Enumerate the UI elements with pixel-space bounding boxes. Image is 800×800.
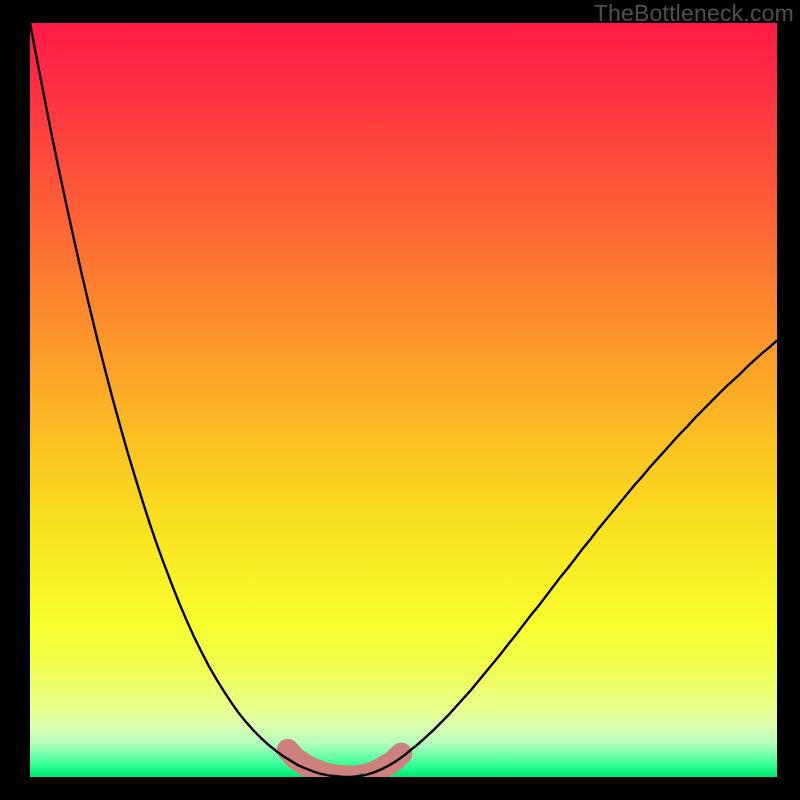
chart-container: TheBottleneck.com	[0, 0, 800, 800]
bottleneck-chart	[0, 0, 800, 800]
watermark-text: TheBottleneck.com	[594, 0, 794, 27]
plot-background	[30, 23, 777, 777]
